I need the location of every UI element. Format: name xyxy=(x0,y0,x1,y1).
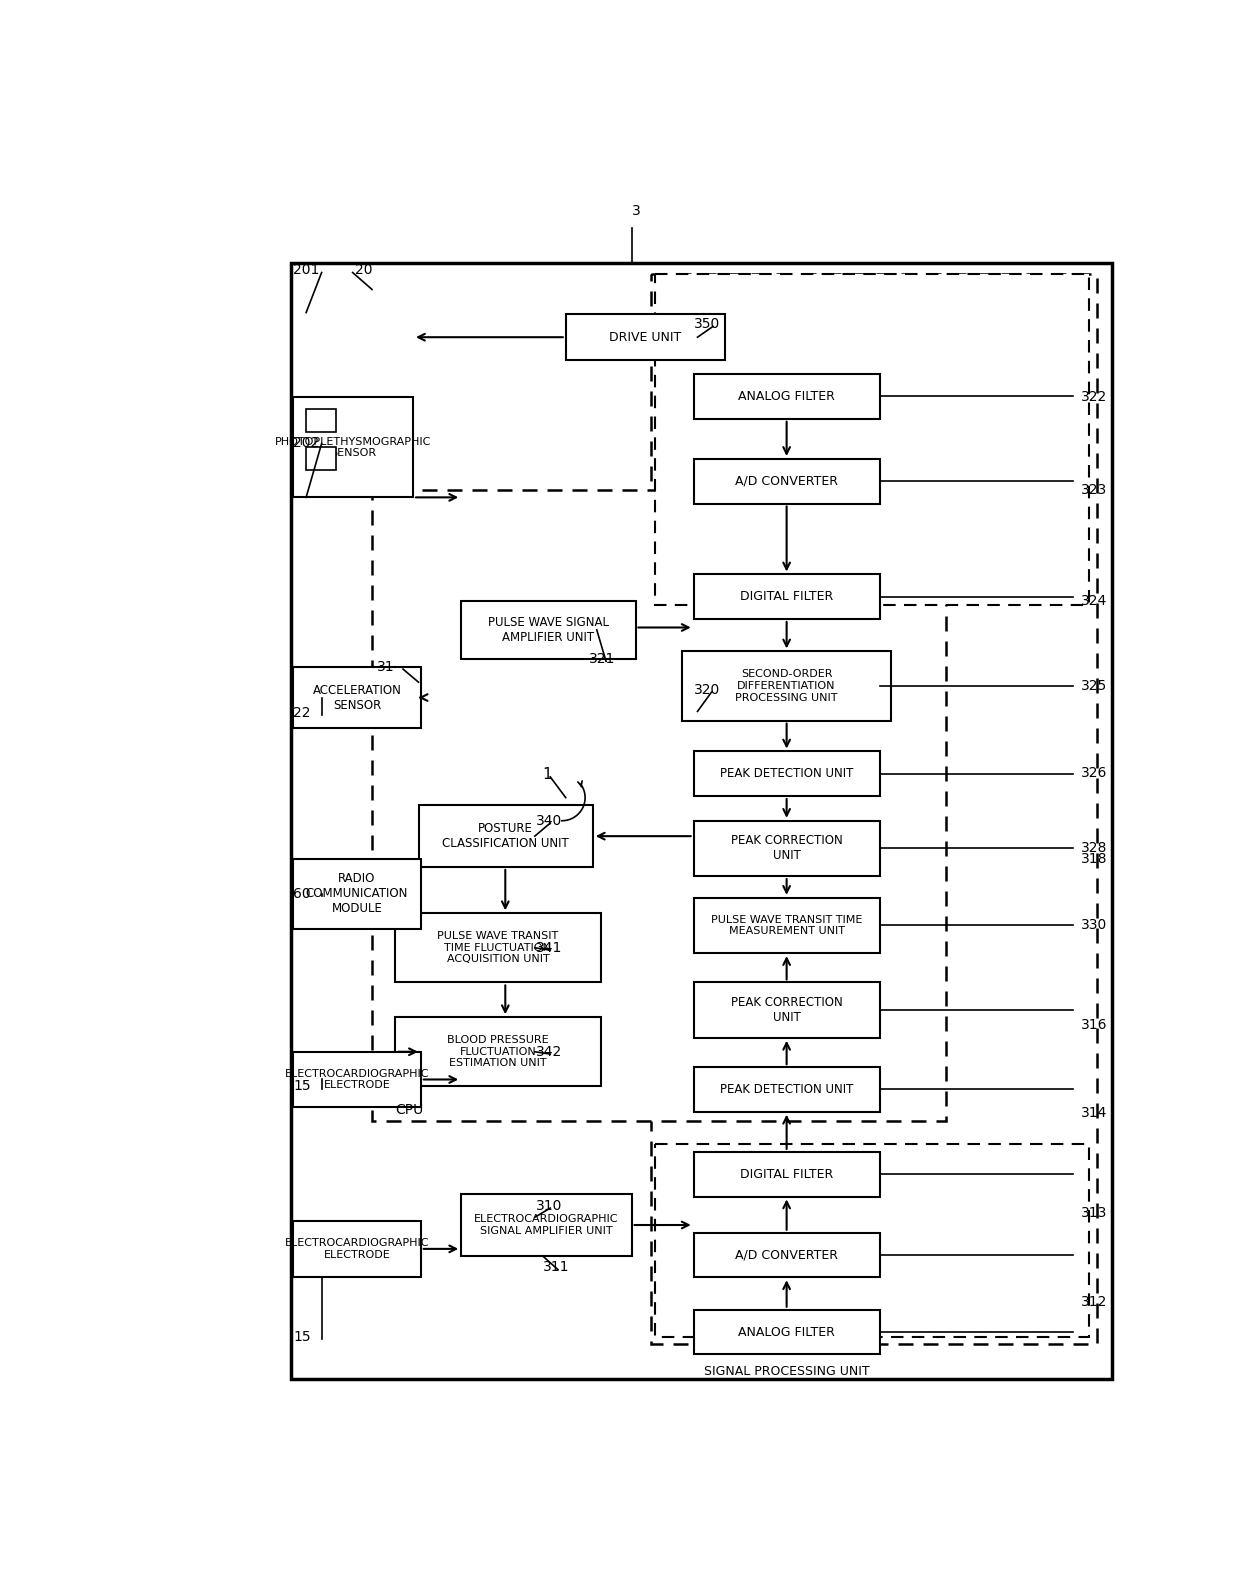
Text: PULSE WAVE TRANSIT
TIME FLUCTUATION
ACQUISITION UNIT: PULSE WAVE TRANSIT TIME FLUCTUATION ACQU… xyxy=(438,931,558,964)
Text: 312: 312 xyxy=(1081,1296,1107,1310)
Bar xyxy=(419,805,593,866)
Bar xyxy=(693,751,879,797)
Text: 314: 314 xyxy=(1081,1106,1107,1120)
Text: 202: 202 xyxy=(293,437,319,450)
Text: 325: 325 xyxy=(1081,679,1107,693)
Bar xyxy=(372,489,945,1120)
Text: 326: 326 xyxy=(1081,765,1107,780)
Bar xyxy=(293,1221,420,1277)
Text: 342: 342 xyxy=(536,1045,563,1059)
Text: PULSE WAVE TRANSIT TIME
MEASUREMENT UNIT: PULSE WAVE TRANSIT TIME MEASUREMENT UNIT xyxy=(711,915,862,936)
Text: 328: 328 xyxy=(1081,841,1107,855)
Text: 321: 321 xyxy=(589,652,615,666)
Text: ELECTROCARDIOGRAPHIC
ELECTRODE: ELECTROCARDIOGRAPHIC ELECTRODE xyxy=(285,1239,429,1259)
Text: ELECTROCARDIOGRAPHIC
SIGNAL AMPLIFIER UNIT: ELECTROCARDIOGRAPHIC SIGNAL AMPLIFIER UN… xyxy=(474,1213,619,1236)
Text: 324: 324 xyxy=(1081,595,1107,608)
Bar xyxy=(693,1232,879,1277)
Text: PULSE WAVE SIGNAL
AMPLIFIER UNIT: PULSE WAVE SIGNAL AMPLIFIER UNIT xyxy=(487,615,609,644)
Bar xyxy=(293,667,420,729)
Text: DRIVE UNIT: DRIVE UNIT xyxy=(609,331,681,344)
Text: 330: 330 xyxy=(1081,918,1107,931)
Bar xyxy=(693,898,879,953)
Text: DIGITAL FILTER: DIGITAL FILTER xyxy=(740,590,833,603)
Bar xyxy=(693,459,879,503)
Text: 201: 201 xyxy=(293,264,320,278)
Text: 340: 340 xyxy=(536,814,563,828)
Text: DIGITAL FILTER: DIGITAL FILTER xyxy=(740,1168,833,1180)
Text: 22: 22 xyxy=(293,705,310,720)
Text: 318: 318 xyxy=(1081,852,1107,866)
Bar xyxy=(396,914,600,983)
Bar xyxy=(693,983,879,1038)
Bar xyxy=(461,601,635,660)
Bar xyxy=(655,1144,1089,1337)
Text: 320: 320 xyxy=(693,683,720,697)
Bar xyxy=(565,314,724,360)
Bar xyxy=(306,447,336,470)
Bar xyxy=(396,1018,600,1086)
Text: A/D CONVERTER: A/D CONVERTER xyxy=(735,1248,838,1261)
Text: PEAK CORRECTION
UNIT: PEAK CORRECTION UNIT xyxy=(730,835,842,863)
Text: 310: 310 xyxy=(536,1199,563,1213)
Bar xyxy=(293,1053,420,1108)
Bar xyxy=(693,1152,879,1196)
Text: SIGNAL PROCESSING UNIT: SIGNAL PROCESSING UNIT xyxy=(704,1365,869,1378)
Text: 316: 316 xyxy=(1081,1018,1107,1032)
Text: 31: 31 xyxy=(377,660,396,674)
Text: BLOOD PRESSURE
FLUCTUATION
ESTIMATION UNIT: BLOOD PRESSURE FLUCTUATION ESTIMATION UN… xyxy=(448,1035,549,1068)
Text: PEAK DETECTION UNIT: PEAK DETECTION UNIT xyxy=(720,1083,853,1097)
Bar xyxy=(693,821,879,876)
Bar xyxy=(655,275,1089,604)
Bar xyxy=(693,1310,879,1354)
Text: ACCELERATION
SENSOR: ACCELERATION SENSOR xyxy=(312,683,402,712)
Text: 15: 15 xyxy=(293,1079,310,1094)
Text: 1: 1 xyxy=(543,767,552,783)
Bar xyxy=(693,1067,879,1112)
Text: PEAK CORRECTION
UNIT: PEAK CORRECTION UNIT xyxy=(730,996,842,1024)
Text: ANALOG FILTER: ANALOG FILTER xyxy=(738,1326,835,1338)
Text: 341: 341 xyxy=(536,940,563,955)
Text: 311: 311 xyxy=(543,1261,569,1275)
Text: 60: 60 xyxy=(293,887,310,901)
Text: PHOTOPLETHYSMOGRAPHIC
SENSOR: PHOTOPLETHYSMOGRAPHIC SENSOR xyxy=(275,437,432,458)
Bar xyxy=(293,860,420,928)
Text: CPU: CPU xyxy=(396,1103,424,1117)
Bar xyxy=(682,652,892,721)
Bar xyxy=(693,574,879,619)
Text: POSTURE
CLASSIFICATION UNIT: POSTURE CLASSIFICATION UNIT xyxy=(443,822,569,851)
Text: 323: 323 xyxy=(1081,483,1107,497)
Text: 313: 313 xyxy=(1081,1207,1107,1220)
Text: 3: 3 xyxy=(631,204,640,218)
Bar xyxy=(293,398,413,497)
Bar xyxy=(693,374,879,418)
Bar xyxy=(651,275,1096,1344)
Bar xyxy=(290,262,1112,1379)
Text: ANALOG FILTER: ANALOG FILTER xyxy=(738,390,835,402)
Text: 350: 350 xyxy=(693,317,720,331)
Text: 322: 322 xyxy=(1081,390,1107,404)
Text: ELECTROCARDIOGRAPHIC
ELECTRODE: ELECTROCARDIOGRAPHIC ELECTRODE xyxy=(285,1068,429,1090)
Text: A/D CONVERTER: A/D CONVERTER xyxy=(735,475,838,488)
Text: 15: 15 xyxy=(293,1330,310,1343)
Text: 20: 20 xyxy=(355,264,372,278)
Text: SECOND-ORDER
DIFFERENTIATION
PROCESSING UNIT: SECOND-ORDER DIFFERENTIATION PROCESSING … xyxy=(735,669,838,702)
Bar xyxy=(461,1195,631,1256)
Text: PEAK DETECTION UNIT: PEAK DETECTION UNIT xyxy=(720,767,853,780)
Bar xyxy=(306,409,336,432)
Text: RADIO
COMMUNICATION
MODULE: RADIO COMMUNICATION MODULE xyxy=(306,873,408,915)
